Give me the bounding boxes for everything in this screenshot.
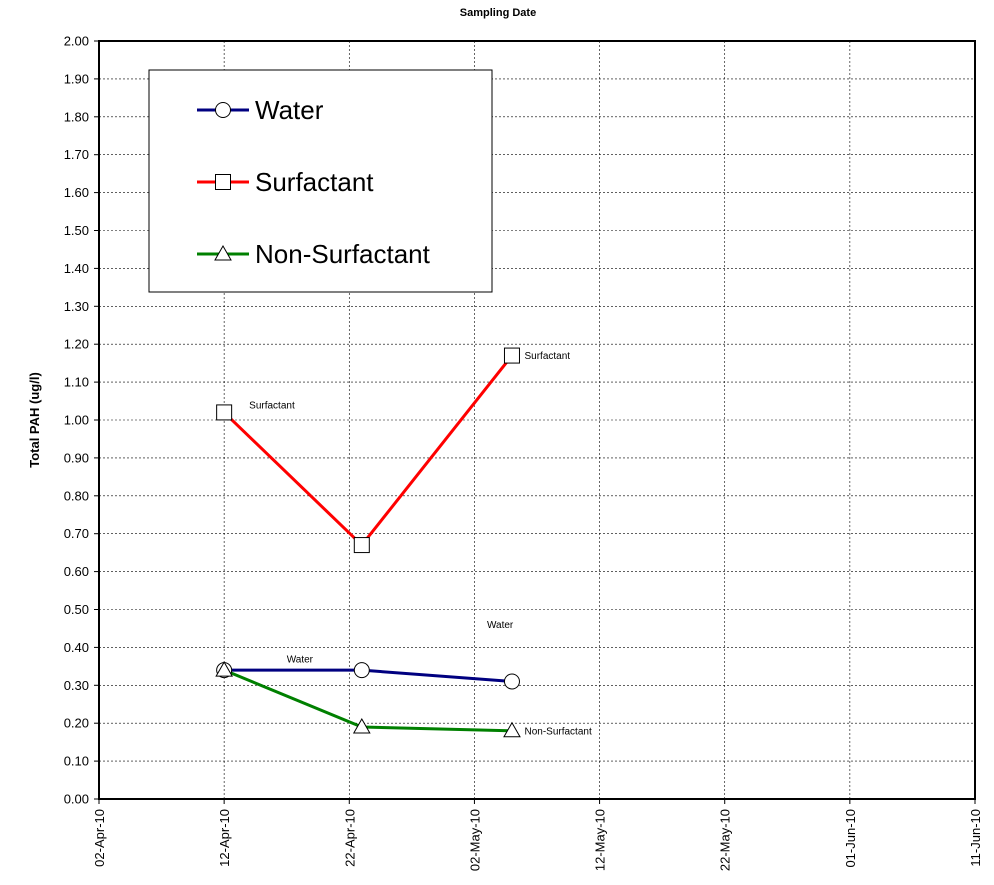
- y-tick-label: 1.20: [64, 337, 89, 352]
- x-tick-label: 01-Jun-10: [843, 809, 858, 868]
- legend-marker-water: [216, 103, 231, 118]
- y-tick-label: 1.50: [64, 223, 89, 238]
- data-label: Surfactant: [524, 351, 570, 362]
- data-point-surfactant: [504, 348, 519, 363]
- x-tick-label: 11-Jun-10: [968, 809, 983, 867]
- data-label: Surfactant: [249, 400, 295, 411]
- data-label: Water: [487, 620, 514, 631]
- data-point-surfactant: [354, 538, 369, 553]
- x-tick-label: 02-May-10: [467, 809, 482, 871]
- legend-marker-surfactant: [216, 175, 231, 190]
- series-line-surfactant: [224, 356, 512, 546]
- y-tick-label: 1.90: [64, 71, 89, 86]
- y-tick-label: 0.10: [64, 754, 89, 769]
- y-tick-label: 0.30: [64, 678, 89, 693]
- legend-label-water: Water: [255, 95, 324, 125]
- y-tick-label: 0.50: [64, 602, 89, 617]
- y-tick-label: 2.00: [64, 34, 89, 49]
- data-point-water: [354, 663, 369, 678]
- x-tick-label: 22-May-10: [718, 809, 733, 871]
- x-tick-label: 12-May-10: [593, 809, 608, 871]
- y-tick-label: 0.70: [64, 526, 89, 541]
- x-tick-label: 02-Apr-10: [92, 809, 107, 867]
- data-point-water: [504, 674, 519, 689]
- legend: Water Surfactant Non-Surfactant: [149, 70, 492, 292]
- y-tick-label: 0.60: [64, 564, 89, 579]
- y-tick-label: 1.70: [64, 147, 89, 162]
- data-label: Water: [287, 654, 314, 665]
- data-point-surfactant: [217, 405, 232, 420]
- chart-title: Sampling Date: [460, 7, 536, 19]
- data-label: Non-Surfactant: [524, 726, 591, 737]
- legend-label-surfactant: Surfactant: [255, 167, 374, 197]
- y-tick-label: 1.10: [64, 375, 89, 390]
- y-tick-label: 1.00: [64, 413, 89, 428]
- y-tick-label: 0.80: [64, 488, 89, 503]
- y-tick-label: 1.60: [64, 185, 89, 200]
- y-tick-label: 0.00: [64, 792, 89, 807]
- y-tick-label: 1.30: [64, 299, 89, 314]
- y-tick-label: 1.40: [64, 261, 89, 276]
- y-tick-label: 0.20: [64, 716, 89, 731]
- annotations: Surfactant Surfactant Water Water Non-Surfac…: [249, 351, 592, 737]
- y-tick-label: 0.40: [64, 640, 89, 655]
- legend-label-non-surfactant: Non-Surfactant: [255, 239, 431, 269]
- y-tick-label: 0.90: [64, 450, 89, 465]
- x-tick-label: 12-Apr-10: [217, 809, 232, 867]
- y-axis-title: Total PAH (ug/l): [27, 372, 42, 468]
- x-tick-label: 22-Apr-10: [342, 809, 357, 867]
- y-tick-label: 1.80: [64, 109, 89, 124]
